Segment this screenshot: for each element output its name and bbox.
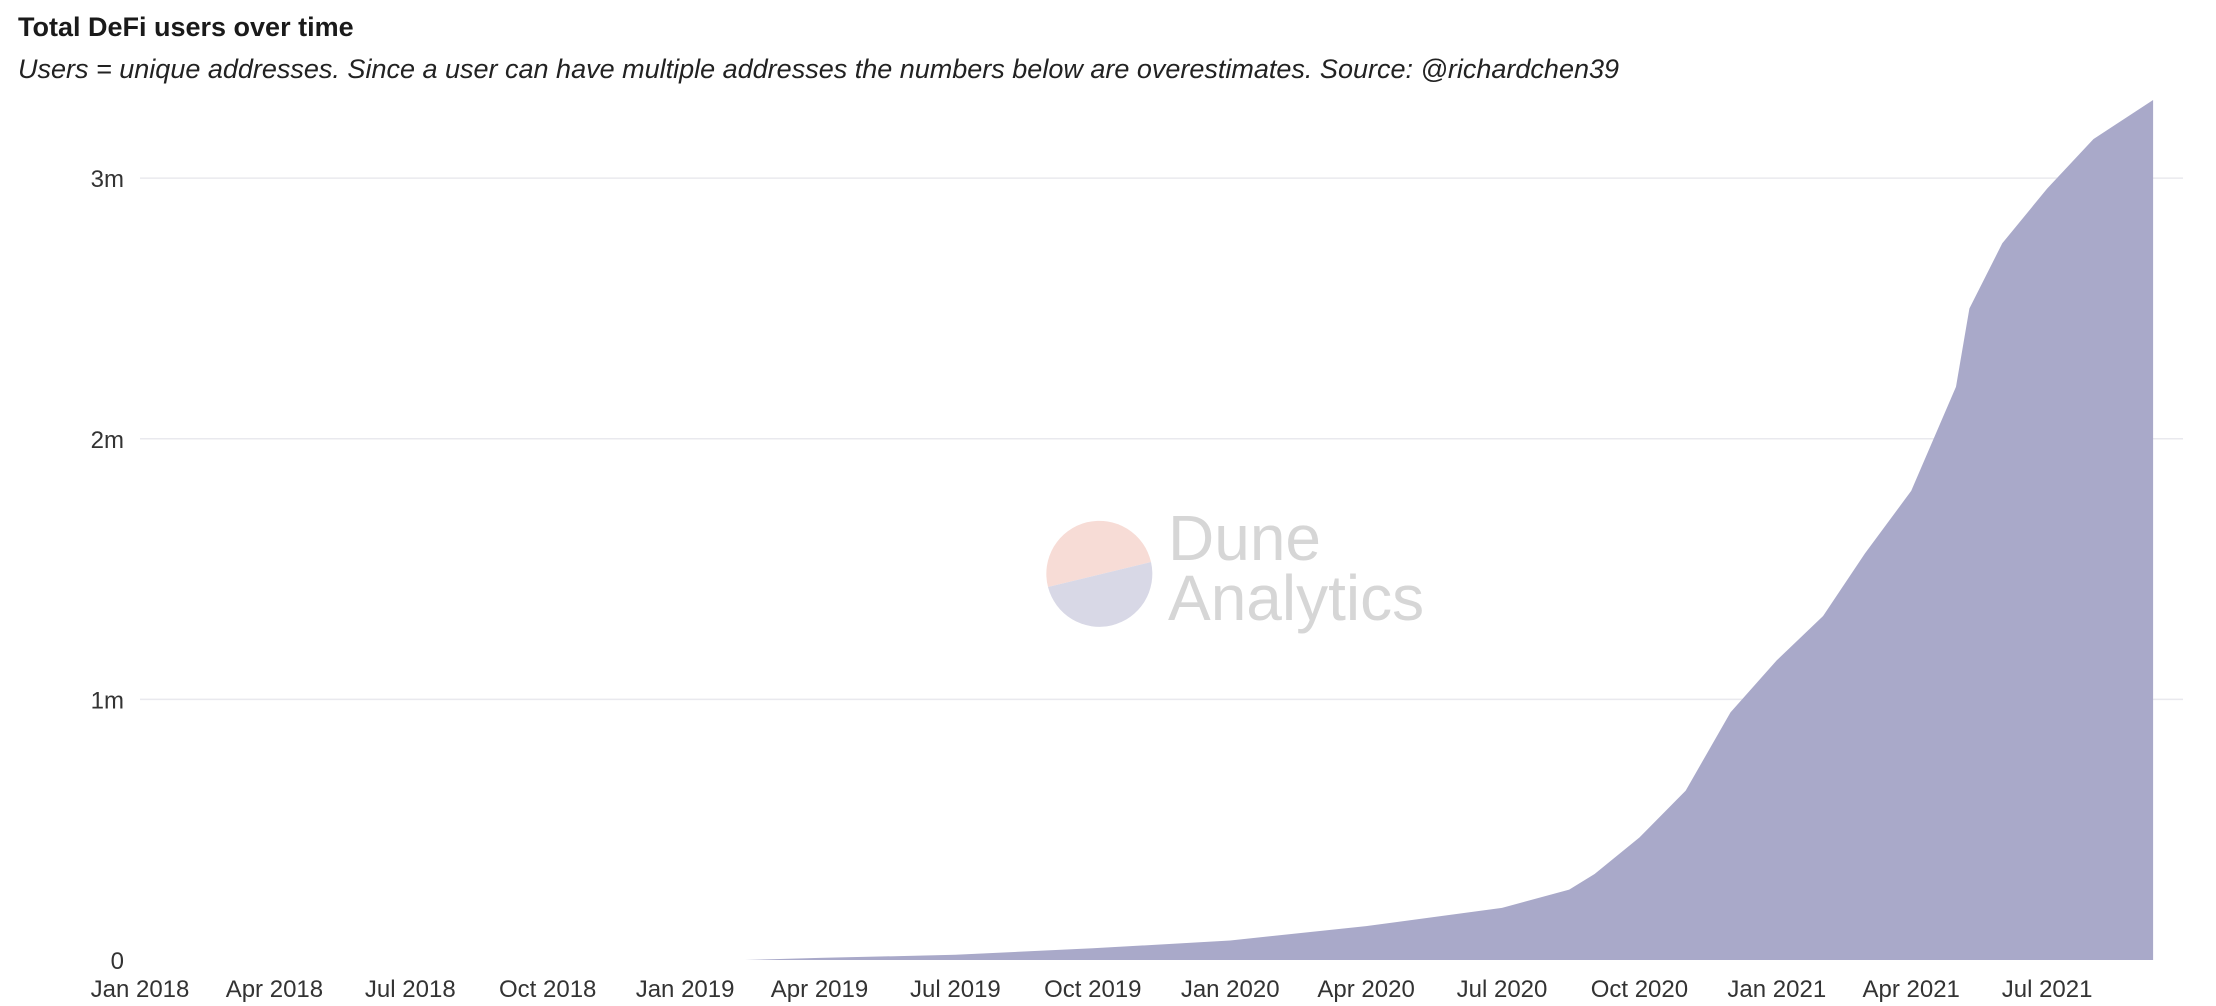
watermark-text-dune: Dune: [1168, 502, 1321, 574]
series-area: [744, 100, 2154, 960]
x-tick-label: Jan 2021: [1727, 976, 1826, 1003]
x-axis-ticks: Jan 2018 Apr 2018 Jul 2018 Oct 2018 Jan 2019…: [91, 976, 2093, 1003]
dune-analytics-watermark: Dune Analytics: [1046, 502, 1424, 634]
x-tick-label: Apr 2020: [1317, 976, 1414, 1003]
x-tick-label: Jan 2020: [1181, 976, 1280, 1003]
y-tick-label: 0: [111, 948, 124, 975]
x-tick-label: Apr 2018: [226, 976, 323, 1003]
y-axis-ticks: 0 1m 2m 3m: [91, 166, 124, 975]
watermark-logo-bottom: [1048, 562, 1153, 627]
x-tick-label: Oct 2018: [499, 976, 596, 1003]
x-tick-label: Jul 2019: [910, 976, 1001, 1003]
chart-subtitle: Users = unique addresses. Since a user c…: [18, 54, 1620, 84]
x-tick-label: Oct 2019: [1044, 976, 1141, 1003]
x-tick-label: Jul 2021: [2002, 976, 2093, 1003]
x-tick-label: Apr 2019: [771, 976, 868, 1003]
x-tick-label: Jul 2020: [1457, 976, 1548, 1003]
y-tick-label: 2m: [91, 427, 124, 454]
x-tick-label: Jul 2018: [365, 976, 456, 1003]
chart-title: Total DeFi users over time: [18, 12, 354, 42]
watermark-logo-top: [1046, 520, 1151, 587]
x-tick-label: Jan 2019: [636, 976, 735, 1003]
y-tick-label: 3m: [91, 166, 124, 193]
watermark-text-analytics: Analytics: [1168, 562, 1424, 634]
y-tick-label: 1m: [91, 687, 124, 714]
x-tick-label: Apr 2021: [1862, 976, 1959, 1003]
x-tick-label: Jan 2018: [91, 976, 190, 1003]
x-tick-label: Oct 2020: [1591, 976, 1688, 1003]
